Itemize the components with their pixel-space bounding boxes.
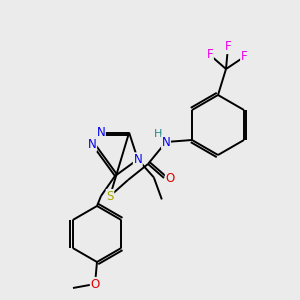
Text: N: N <box>134 153 142 166</box>
Text: H: H <box>154 129 162 139</box>
Text: F: F <box>225 40 231 53</box>
Text: O: O <box>90 278 100 290</box>
Text: F: F <box>241 50 247 64</box>
Text: O: O <box>165 172 175 184</box>
Text: N: N <box>97 126 105 139</box>
Text: F: F <box>207 49 213 62</box>
Text: S: S <box>106 190 114 202</box>
Text: N: N <box>88 138 97 151</box>
Text: N: N <box>162 136 170 148</box>
